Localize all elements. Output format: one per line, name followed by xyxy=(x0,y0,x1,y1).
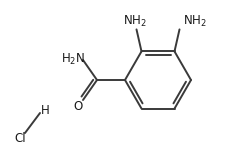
Text: H$_2$N: H$_2$N xyxy=(61,51,85,66)
Text: H: H xyxy=(41,104,49,117)
Text: Cl: Cl xyxy=(14,131,26,144)
Text: NH$_2$: NH$_2$ xyxy=(183,14,206,29)
Text: O: O xyxy=(73,100,83,113)
Text: NH$_2$: NH$_2$ xyxy=(122,14,146,29)
